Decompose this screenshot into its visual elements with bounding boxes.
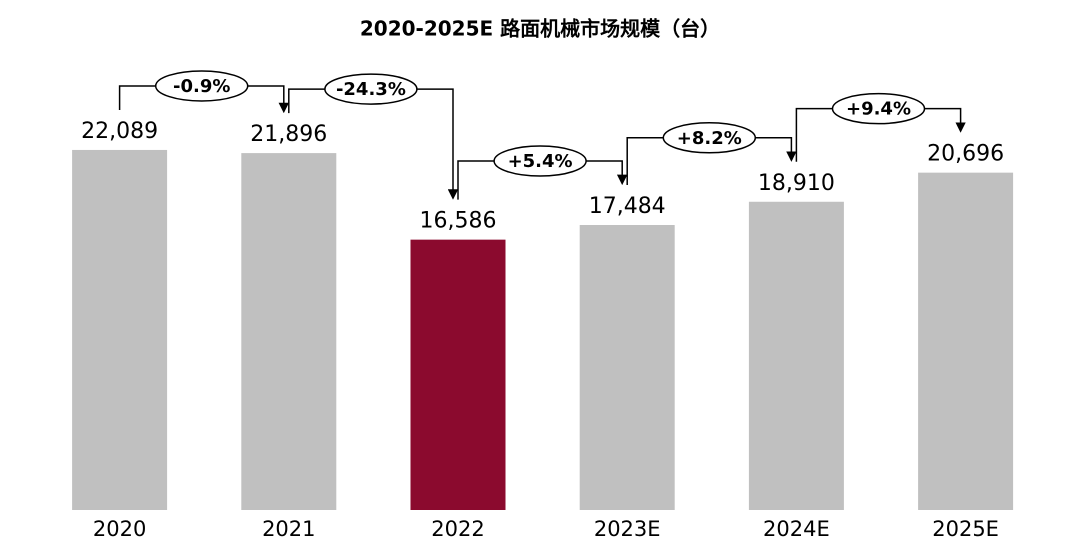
- value-label: 18,910: [758, 171, 835, 196]
- growth-label: +5.4%: [508, 151, 573, 172]
- bar: [748, 201, 844, 510]
- value-label: 16,586: [420, 209, 497, 234]
- value-label: 17,484: [589, 194, 666, 219]
- bar: [410, 239, 506, 510]
- bar: [579, 225, 675, 510]
- bar: [72, 149, 168, 511]
- growth-bubble: [154, 70, 249, 102]
- x-tick-label: 2024E: [763, 517, 830, 541]
- value-label: 22,089: [81, 119, 158, 144]
- x-tick-label: 2021: [262, 517, 315, 541]
- growth-label: -24.3%: [336, 79, 406, 100]
- growth-bubble: [831, 92, 926, 125]
- growth-label: +8.2%: [677, 128, 742, 149]
- x-tick-label: 2023E: [594, 517, 661, 541]
- growth-bubble: [493, 145, 587, 177]
- growth-bubble: [324, 73, 418, 105]
- bar: [241, 153, 337, 510]
- x-tick-label: 2022: [431, 517, 484, 541]
- growth-label: +9.4%: [846, 99, 911, 120]
- bar: [918, 172, 1014, 510]
- growth-bubble: [662, 122, 757, 154]
- value-label: 21,896: [250, 122, 327, 147]
- growth-label: -0.9%: [173, 76, 230, 97]
- x-tick-label: 2020: [93, 517, 146, 541]
- value-label: 20,696: [927, 142, 1004, 167]
- chart-title: 2020-2025E 路面机械市场规模（台）: [360, 17, 720, 41]
- x-tick-label: 2025E: [932, 517, 999, 541]
